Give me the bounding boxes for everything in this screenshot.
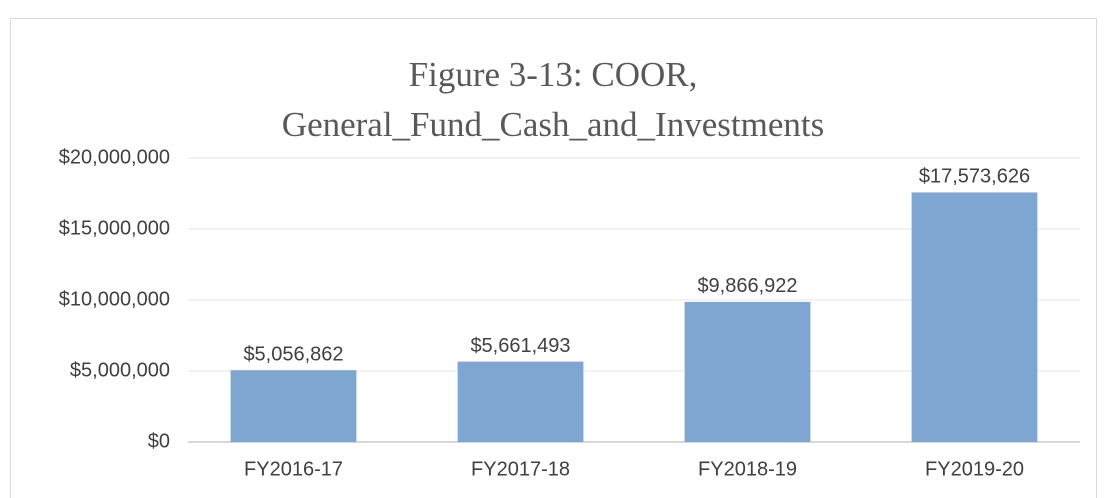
x-tick-label: FY2018-19: [698, 458, 797, 480]
y-tick-label: $15,000,000: [59, 217, 170, 239]
bar: [684, 301, 811, 442]
chart-title: General_Fund_Cash_and_Investments: [282, 105, 824, 144]
data-label: $5,661,493: [470, 335, 570, 357]
bar: [457, 361, 584, 442]
bar: [230, 370, 357, 442]
data-label: $17,573,626: [919, 166, 1030, 188]
bar: [911, 192, 1038, 442]
y-tick-label: $5,000,000: [70, 359, 170, 381]
data-label: $9,866,922: [697, 275, 797, 297]
data-label: $5,056,862: [243, 343, 343, 365]
x-tick-label: FY2019-20: [925, 458, 1024, 480]
y-tick-label: $10,000,000: [59, 288, 170, 310]
x-tick-label: FY2016-17: [244, 458, 343, 480]
y-tick-label: $0: [148, 430, 170, 452]
x-tick-label: FY2017-18: [471, 458, 570, 480]
y-tick-label: $20,000,000: [59, 146, 170, 168]
chart-title: Figure 3-13: COOR,: [409, 55, 698, 94]
